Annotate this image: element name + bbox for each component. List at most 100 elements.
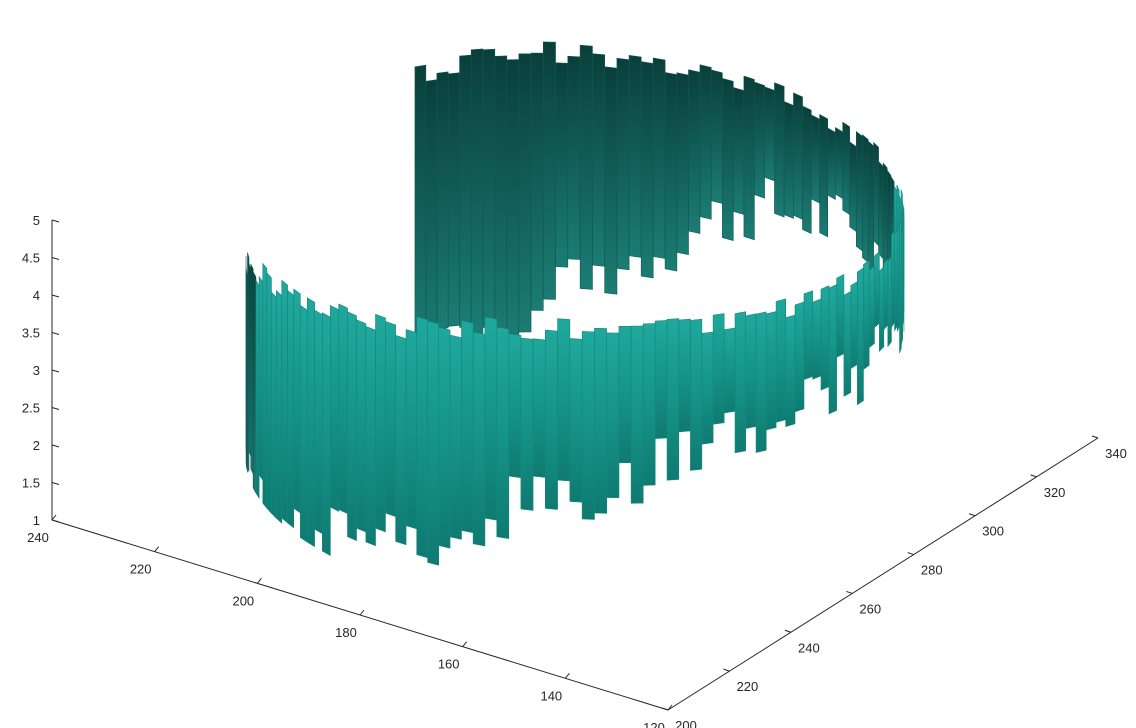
y-tick-mark [784,629,792,633]
surface-strip [690,318,703,471]
z-tick-mark [51,369,60,373]
y-tick-label: 320 [1044,485,1066,500]
surface-strip [887,255,892,348]
y-tick-label: 220 [737,679,759,694]
surface-strip [862,134,869,264]
y-tick-mark [968,513,976,517]
surface-strip [722,77,734,241]
z-tick-mark [51,257,60,260]
y-tick-label: 260 [859,601,881,616]
x-tick-label: 220 [130,562,152,577]
surface-strip [785,314,796,427]
surface-strip [484,316,498,521]
surface-strip [532,338,546,478]
surface-strip [347,311,357,542]
surface-strip [618,325,632,464]
surface-strip [820,285,830,391]
surface-strip [710,69,723,204]
z-tick-label: 4.5 [22,251,40,266]
surface-strip [520,337,534,511]
surface-strip [482,48,496,328]
surface-strip [712,313,725,425]
surface-strip [438,326,451,549]
surface-strip [506,59,520,342]
surface-strip [774,82,785,218]
surface-strip [306,297,315,548]
surface-strip [654,320,668,439]
surface-strip [878,160,884,260]
surface-strip [883,257,889,331]
surface-strip [867,140,874,282]
x-tick-mark [359,609,365,616]
surface-strip [555,62,569,268]
surface-strip [630,325,644,504]
surface-strip [449,334,462,540]
surface-strip [518,53,532,333]
surface-strip [628,55,642,258]
surface-strip [863,259,870,371]
surface-strip [557,318,571,482]
surface-strip [330,305,340,512]
x-tick-label: 240 [27,530,49,545]
surface-strip [868,265,875,349]
surface-strip [664,72,678,272]
x-tick-mark [462,641,468,647]
surface-strip [461,320,474,534]
surface-strip [496,326,510,539]
surface-strip [255,279,260,500]
surface-strip [395,334,407,546]
x-tick-label: 120 [643,720,665,728]
surface-strip [642,323,656,486]
surface-strip [891,229,895,329]
surface-strip [266,272,272,515]
surface-strip [793,92,803,220]
surface-strip [427,320,440,566]
z-tick-label: 4 [33,288,40,303]
surface-strip [405,329,418,530]
surface-strip [764,86,775,182]
surface-strip [494,55,508,343]
y-tick-mark [907,552,914,556]
x-tick-mark [564,673,570,679]
surface-strip [857,267,864,406]
y-tick-label: 280 [921,563,943,578]
surface-strip [281,279,288,524]
surface-strip [849,141,857,233]
surface-strip [459,54,472,328]
surface-strip [810,114,820,204]
surface-strip [765,311,777,431]
surface-strip [414,64,427,351]
z-tick-mark [51,332,60,335]
x-tick-label: 140 [540,688,562,703]
z-tick-mark [51,407,60,410]
y-tick-mark [846,590,853,594]
surface-strip [252,271,257,494]
z-tick-label: 2.5 [22,401,40,416]
surface-strip [545,329,558,510]
surface-strip [293,288,301,514]
surface-strip [581,331,595,520]
surface-strip [604,66,618,295]
x-ticks: 120 140 160 180 200 220 240 [27,514,673,728]
y-tick-label: 340 [1105,446,1127,461]
surface-strip [803,290,813,381]
surface-strip [262,262,268,510]
z-tick-label: 1 [33,513,40,528]
surface-strip [385,321,396,517]
surface-strip [802,105,812,235]
surface-strip [723,327,736,414]
surface-strip [850,281,858,369]
z-tick-mark [51,294,60,298]
z-tick-mark [51,519,60,523]
surface-strip [688,69,701,234]
z-tick-label: 3 [33,363,40,378]
surface-strip [745,313,757,429]
z-ticks: 1 1.5 2 2.5 3 3.5 4 4.5 5 [22,213,60,528]
y-tick-mark [723,668,730,672]
surface-strip [775,298,786,423]
x-tick-mark [51,514,57,521]
y-ticks: 200 220 240 260 280 300 320 340 [661,435,1127,728]
surface-strip [678,318,691,433]
z-tick-mark [51,444,60,448]
